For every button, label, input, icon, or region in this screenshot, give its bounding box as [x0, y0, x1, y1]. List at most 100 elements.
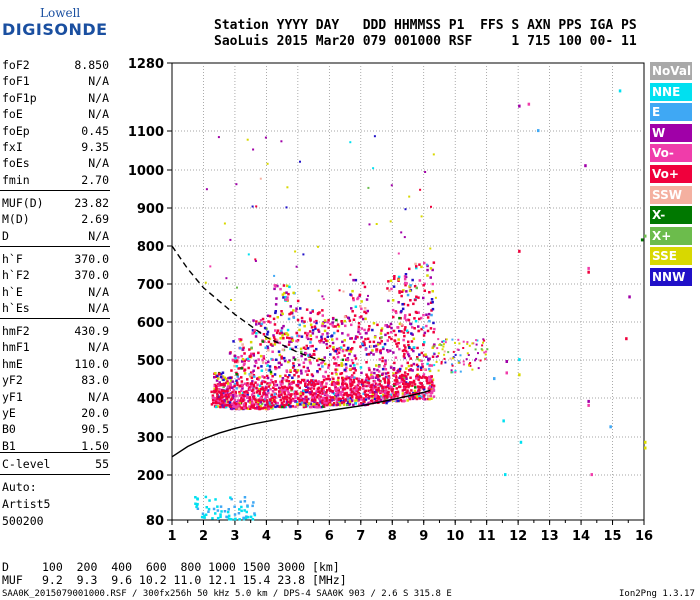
trace-dot [337, 400, 341, 403]
trace-dot [468, 344, 471, 347]
trace-dot [351, 381, 355, 384]
trace-dot [424, 391, 428, 395]
trace-dot [390, 287, 393, 291]
trace-dot [298, 328, 301, 332]
trace-dot [393, 277, 396, 280]
trace-dot [236, 375, 239, 378]
trace-dot [430, 379, 433, 382]
trace-dot [268, 403, 272, 407]
trace-dot [397, 279, 400, 282]
trace-dot [323, 403, 326, 407]
noise-dot [504, 473, 507, 477]
noise-dot [322, 298, 325, 300]
trace-dot [374, 344, 378, 348]
trace-dot [240, 367, 243, 370]
trace-dot [417, 325, 420, 328]
noise-dot [280, 140, 283, 143]
trace-dot [241, 348, 245, 351]
trace-dot [266, 376, 270, 380]
trace-dot [314, 379, 317, 382]
trace-dot [351, 396, 354, 399]
trace-dot [450, 369, 453, 372]
trace-dot [347, 349, 351, 352]
trace-dot [263, 326, 267, 330]
trace-dot [285, 291, 288, 294]
trace-dot [418, 359, 421, 362]
trace-dot [402, 399, 405, 403]
noise-dot [505, 360, 508, 363]
trace-dot [375, 400, 378, 403]
trace-dot [365, 384, 368, 388]
trace-dot [457, 361, 460, 364]
trace-dot [384, 368, 388, 371]
trace-dot [440, 344, 443, 347]
trace-dot [346, 398, 349, 401]
trace-dot [317, 390, 320, 394]
trace-dot [348, 402, 352, 406]
trace-dot [353, 387, 356, 390]
trace-dot [393, 374, 397, 377]
trace-dot [388, 376, 391, 379]
y-tick-label: 1280 [128, 57, 164, 72]
trace-dot [429, 327, 433, 330]
trace-dot [369, 384, 372, 387]
trace-dot [395, 376, 398, 379]
trace-dot [281, 348, 285, 351]
trace-dot [288, 312, 291, 316]
trace-dot [392, 351, 395, 354]
trace-dot [321, 360, 324, 364]
trace-dot [263, 380, 267, 384]
trace-dot [233, 382, 237, 386]
trace-dot [233, 398, 237, 402]
trace-dot [371, 387, 375, 390]
param-row: fmin 2.70 [2, 173, 109, 189]
trace-dot [354, 399, 357, 402]
trace-dot [337, 398, 340, 401]
trace-dot [331, 389, 334, 393]
trace-dot [282, 337, 285, 340]
trace-dot [247, 515, 250, 519]
trace-dot [381, 367, 385, 371]
trace-dot [325, 342, 328, 346]
trace-dot [435, 355, 438, 358]
trace-dot [229, 379, 233, 382]
trace-dot [255, 403, 258, 406]
trace-dot [252, 395, 256, 399]
trace-dot [330, 372, 334, 375]
trace-dot [298, 400, 301, 403]
trace-dot [271, 390, 275, 393]
trace-dot [315, 319, 318, 323]
trace-dot [336, 379, 340, 382]
trace-dot [300, 372, 303, 375]
trace-dot [247, 366, 250, 370]
trace-dot [457, 338, 460, 341]
trace-dot [281, 403, 284, 406]
trace-dot [353, 376, 356, 379]
trace-dot [242, 363, 246, 367]
trace-dot [296, 339, 300, 342]
trace-dot [391, 308, 395, 312]
trace-dot [269, 387, 272, 391]
trace-dot [286, 390, 290, 393]
profile-dashed-line [171, 245, 330, 363]
trace-dot [300, 391, 303, 394]
trace-dot [287, 317, 291, 321]
trace-dot [260, 395, 263, 398]
trace-dot [352, 278, 355, 282]
trace-dot [376, 383, 379, 387]
trace-dot [210, 390, 213, 394]
param-value: 0.45 [81, 123, 109, 138]
footer-muf-label: MUF [2, 573, 23, 587]
trace-dot [216, 395, 219, 398]
trace-dot [422, 373, 426, 376]
trace-dot [398, 369, 402, 373]
trace-dot [288, 359, 291, 362]
trace-dot [248, 398, 251, 401]
trace-dot [424, 376, 428, 379]
trace-dot [223, 395, 226, 398]
trace-dot [285, 403, 288, 406]
x-tick-label: 8 [388, 529, 397, 544]
param-row: M(D) 2.69 [2, 212, 109, 228]
trace-dot [378, 342, 382, 345]
trace-dot [364, 317, 367, 321]
